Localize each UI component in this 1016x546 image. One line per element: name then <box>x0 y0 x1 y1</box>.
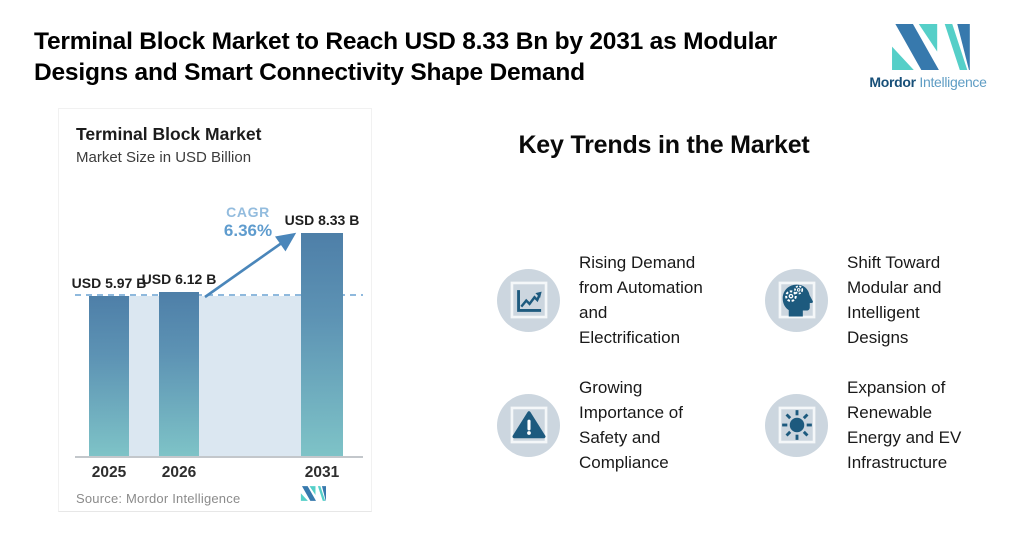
trend-item-renewable-ev: Expansion of Renewable Energy and EV Inf… <box>765 375 1009 475</box>
bar-2031 <box>301 233 343 456</box>
trend-label: Rising Demand from Automation and Electr… <box>579 253 703 347</box>
cagr-arrow-icon <box>204 232 297 299</box>
chart-title: Terminal Block Market <box>76 124 262 144</box>
chart-dashed-baseline <box>75 294 363 296</box>
brand-name-light: Intelligence <box>919 74 987 90</box>
line-chart-icon <box>510 281 547 319</box>
trend-item-modular-designs: Shift Toward Modular and Intelligent Des… <box>765 250 1009 350</box>
cagr-label: CAGR <box>226 204 270 220</box>
trend-label: Shift Toward Modular and Intelligent Des… <box>847 253 942 347</box>
trend-icon-circle <box>497 393 560 457</box>
trend-label: Expansion of Renewable Energy and EV Inf… <box>847 378 962 472</box>
warning-triangle-icon <box>510 406 547 444</box>
trend-item-automation: Rising Demand from Automation and Electr… <box>497 250 741 350</box>
trends-heading: Key Trends in the Market <box>518 131 810 159</box>
bar-2025 <box>89 296 129 456</box>
x-tick-2025: 2025 <box>91 464 127 481</box>
mordor-logo: Mordor Intelligence <box>866 24 990 90</box>
sun-icon <box>778 406 815 444</box>
head-gears-icon <box>778 281 815 319</box>
page-title: Terminal Block Market to Reach USD 8.33 … <box>34 28 778 86</box>
trend-icon-circle <box>765 268 828 332</box>
cagr-value: 6.36% <box>223 221 273 240</box>
bar-value-label-2025: USD 5.97 B <box>71 275 147 291</box>
trend-icon-circle <box>765 393 828 457</box>
bar-value-label-2026: USD 6.12 B <box>141 271 217 287</box>
x-tick-2026: 2026 <box>161 464 197 481</box>
trend-label: Growing Importance of Safety and Complia… <box>579 378 683 472</box>
chart-source: Source: Mordor Intelligence <box>76 491 241 506</box>
x-axis-line <box>75 456 363 458</box>
mordor-wordmark: Mordor Intelligence <box>866 74 990 90</box>
chart-subtitle: Market Size in USD Billion <box>76 149 252 166</box>
bar-2026 <box>159 292 199 456</box>
mordor-logo-small-icon <box>300 486 326 501</box>
mordor-logo-icon <box>892 24 970 70</box>
trend-item-safety-compliance: Growing Importance of Safety and Complia… <box>497 375 741 475</box>
bar-value-label-2031: USD 8.33 B <box>284 212 360 228</box>
cagr-annotation: CAGR 6.36% <box>224 204 272 241</box>
x-tick-2031: 2031 <box>304 464 340 481</box>
chart-backdrop <box>89 296 343 456</box>
market-chart-card: Terminal Block Market Market Size in USD… <box>58 108 372 512</box>
brand-name-bold: Mordor <box>869 74 916 90</box>
trend-icon-circle <box>497 268 560 332</box>
